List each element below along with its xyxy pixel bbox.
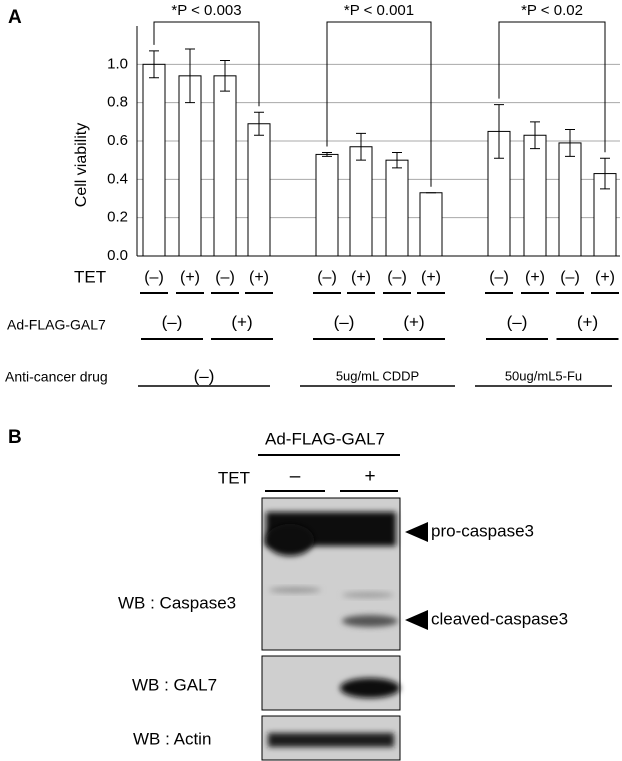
y-tick-label: 0.4 (107, 170, 128, 187)
arrow (405, 610, 428, 630)
bar (213, 75, 237, 257)
blot-row-label: WB : Caspase3 (118, 593, 236, 612)
ad-label: (–) (507, 312, 528, 331)
significance-bracket (498, 21, 606, 153)
error-bar (254, 111, 264, 136)
y-axis-label: Cell viability (73, 123, 90, 207)
lane-label: + (364, 466, 375, 487)
error-bar (322, 152, 332, 157)
error-bar (600, 157, 610, 190)
bar (247, 123, 271, 257)
drug-label: 5ug/mL CDDP (336, 368, 419, 383)
bar (523, 134, 547, 257)
bar (558, 142, 582, 257)
significance-bracket (326, 21, 432, 187)
ad-label: (+) (403, 312, 424, 331)
ad-label: (+) (577, 312, 598, 331)
error-bar (392, 152, 402, 169)
bar (385, 159, 409, 257)
error-bar (220, 60, 230, 92)
panel-label: B (8, 427, 22, 448)
significance-bracket (153, 21, 260, 107)
blot-gal7 (261, 655, 401, 711)
x-tick-label: (+) (351, 269, 371, 286)
x-tick-label: (–) (387, 269, 407, 286)
row-label: Anti-cancer drug (5, 369, 108, 385)
x-tick-label: (–) (317, 269, 337, 286)
y-tick-label: 0.6 (107, 132, 128, 149)
blot-header: Ad-FLAG-GAL7 (265, 429, 385, 448)
y-tick-label: 0.2 (107, 209, 128, 226)
error-bar (356, 132, 366, 161)
row-label: Ad-FLAG-GAL7 (7, 317, 106, 333)
ad-label: (–) (334, 312, 355, 331)
blot-caspase3 (261, 497, 401, 651)
panel-label: A (8, 7, 22, 28)
x-tick-label: (–) (215, 269, 235, 286)
bar (419, 192, 443, 257)
arrow (405, 522, 428, 542)
x-tick-label: (+) (180, 269, 200, 286)
x-tick-label: (–) (144, 269, 164, 286)
error-bar (530, 121, 540, 150)
row-label: TET (74, 267, 106, 286)
error-bar (185, 48, 195, 104)
x-tick-label: (–) (560, 269, 580, 286)
arrow-label: cleaved-caspase3 (431, 609, 568, 628)
ad-label: (–) (162, 312, 183, 331)
bar (315, 153, 339, 257)
y-tick-label: 1.0 (107, 55, 128, 72)
drug-label: (–) (194, 366, 215, 385)
significance-label: *P < 0.001 (344, 2, 414, 19)
ad-label: (+) (231, 312, 252, 331)
tet-label: TET (218, 468, 250, 487)
blot-row-label: WB : GAL7 (132, 675, 217, 694)
lane-label: – (290, 466, 301, 487)
y-tick-label: 0.0 (107, 247, 128, 264)
significance-label: *P < 0.02 (521, 2, 583, 19)
x-tick-label: (+) (595, 269, 615, 286)
x-tick-label: (+) (525, 269, 545, 286)
drug-label: 50ug/mL5-Fu (505, 368, 582, 383)
error-bar (149, 50, 159, 79)
bar (142, 63, 166, 257)
x-tick-label: (+) (421, 269, 441, 286)
significance-label: *P < 0.003 (171, 2, 241, 19)
error-bar (565, 129, 575, 157)
blot-row-label: WB : Actin (133, 729, 211, 748)
error-bar (494, 104, 504, 159)
blot-actin (261, 715, 401, 761)
arrow-label: pro-caspase3 (431, 521, 534, 540)
x-tick-label: (+) (249, 269, 269, 286)
x-tick-label: (–) (489, 269, 509, 286)
y-tick-label: 0.8 (107, 94, 128, 111)
bar (349, 146, 373, 257)
